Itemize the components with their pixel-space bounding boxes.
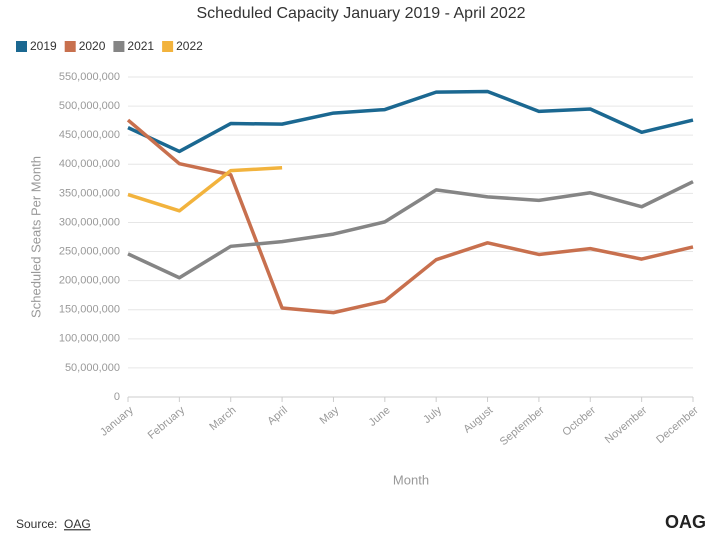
chart-title: Scheduled Capacity January 2019 - April …	[196, 5, 525, 22]
series-line	[126, 118, 694, 315]
y-axis-label: Scheduled Seats Per Month	[28, 156, 43, 318]
x-tick-label: April	[265, 404, 290, 427]
y-tick-label: 300,000,000	[59, 216, 120, 228]
legend-label: 2019	[30, 39, 57, 53]
x-tick-label: September	[498, 404, 547, 448]
legend-swatch	[162, 41, 174, 52]
x-tick-label: November	[603, 404, 650, 446]
y-tick-label: 400,000,000	[59, 158, 120, 170]
x-tick-label: January	[98, 404, 136, 439]
x-tick-label: August	[461, 404, 495, 435]
y-tick-label: 250,000,000	[59, 245, 120, 257]
source-link[interactable]: OAG	[64, 517, 91, 531]
x-tick-label: May	[318, 404, 342, 427]
y-tick-label: 50,000,000	[65, 362, 120, 374]
legend-swatch	[16, 41, 27, 52]
source-label: Source:	[16, 517, 57, 531]
y-tick-label: 450,000,000	[59, 129, 120, 141]
x-tick-label: October	[560, 404, 598, 439]
x-tick-label: March	[207, 404, 238, 433]
x-tick-label: December	[654, 404, 701, 446]
x-tick-label: July	[421, 404, 444, 426]
y-tick-label: 150,000,000	[59, 304, 120, 316]
y-tick-label: 0	[114, 391, 120, 403]
series-line	[127, 89, 694, 154]
y-tick-label: 200,000,000	[59, 275, 120, 287]
logo: OAG	[665, 512, 706, 532]
y-tick-label: 550,000,000	[59, 71, 120, 83]
x-tick-label: June	[367, 404, 393, 429]
series-line	[127, 166, 283, 213]
y-tick-label: 350,000,000	[59, 187, 120, 199]
legend-swatch	[113, 41, 125, 52]
series-line	[127, 180, 694, 280]
legend-label: 2020	[79, 39, 106, 53]
y-tick-label: 500,000,000	[59, 100, 120, 112]
x-tick-label: February	[146, 404, 188, 442]
legend-swatch	[64, 41, 76, 52]
legend-label: 2022	[176, 39, 203, 53]
legend-label: 2021	[127, 39, 154, 53]
y-tick-label: 100,000,000	[59, 333, 120, 345]
x-axis-label: Month	[393, 472, 429, 487]
